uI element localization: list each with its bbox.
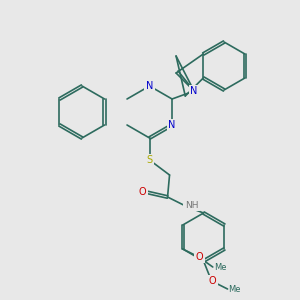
Text: N: N bbox=[168, 120, 176, 130]
Text: N: N bbox=[190, 86, 198, 96]
Text: S: S bbox=[146, 155, 153, 165]
Text: O: O bbox=[209, 276, 216, 286]
Text: O: O bbox=[196, 252, 204, 262]
Text: O: O bbox=[139, 187, 146, 197]
Text: Me: Me bbox=[229, 284, 241, 293]
Text: NH: NH bbox=[185, 200, 198, 209]
Text: Me: Me bbox=[214, 262, 226, 272]
Text: N: N bbox=[146, 81, 153, 91]
